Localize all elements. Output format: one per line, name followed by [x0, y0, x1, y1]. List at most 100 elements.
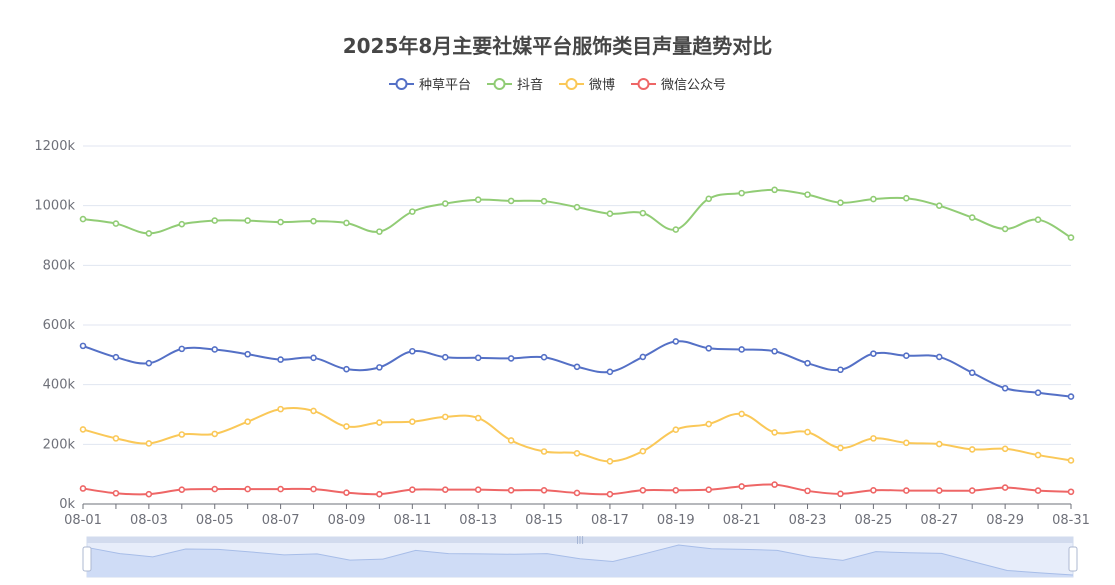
data-point[interactable]: [672, 338, 680, 345]
data-point[interactable]: [1034, 216, 1042, 223]
zoom-move-handle[interactable]: [87, 537, 1073, 543]
data-point[interactable]: [1001, 484, 1009, 491]
data-point[interactable]: [1067, 457, 1075, 464]
data-point[interactable]: [145, 490, 153, 498]
data-point[interactable]: [277, 356, 284, 363]
data-point[interactable]: [804, 487, 811, 495]
data-point[interactable]: [870, 486, 877, 494]
data-point[interactable]: [935, 202, 943, 209]
data-point[interactable]: [804, 191, 811, 198]
data-point[interactable]: [277, 218, 284, 226]
data-point[interactable]: [178, 345, 186, 353]
data-point[interactable]: [507, 355, 515, 362]
data-point[interactable]: [1034, 389, 1042, 397]
data-point[interactable]: [211, 430, 219, 438]
data-point[interactable]: [79, 426, 87, 433]
data-point[interactable]: [1067, 488, 1075, 496]
data-point[interactable]: [79, 485, 87, 492]
legend-item-0[interactable]: 种草平台: [388, 74, 471, 93]
data-point[interactable]: [474, 354, 482, 362]
data-zoom-slider[interactable]: |||: [82, 535, 1078, 578]
data-point[interactable]: [507, 486, 515, 494]
data-point[interactable]: [79, 215, 87, 223]
legend-item-2[interactable]: 微博: [559, 74, 615, 93]
data-point[interactable]: [244, 217, 251, 224]
data-point[interactable]: [211, 485, 219, 493]
data-point[interactable]: [870, 350, 877, 357]
data-point[interactable]: [837, 366, 844, 374]
data-point[interactable]: [1001, 225, 1009, 233]
data-point[interactable]: [705, 486, 713, 493]
data-point[interactable]: [968, 446, 976, 453]
data-point[interactable]: [573, 203, 581, 211]
data-point[interactable]: [310, 217, 317, 225]
data-point[interactable]: [870, 195, 877, 203]
zoom-right-handle[interactable]: [1068, 546, 1078, 572]
data-point[interactable]: [441, 486, 449, 493]
data-point[interactable]: [968, 214, 976, 221]
data-point[interactable]: [507, 197, 515, 205]
data-point[interactable]: [79, 342, 87, 350]
data-point[interactable]: [639, 353, 647, 361]
data-point[interactable]: [738, 346, 745, 353]
data-point[interactable]: [474, 486, 482, 493]
data-point[interactable]: [244, 418, 251, 425]
data-point[interactable]: [178, 431, 186, 438]
data-point[interactable]: [672, 226, 680, 233]
data-point[interactable]: [343, 219, 350, 227]
data-point[interactable]: [409, 347, 416, 355]
data-point[interactable]: [935, 487, 943, 494]
data-point[interactable]: [376, 490, 383, 498]
data-point[interactable]: [639, 486, 647, 494]
data-point[interactable]: [672, 426, 680, 434]
data-point[interactable]: [771, 429, 778, 436]
data-point[interactable]: [277, 485, 284, 493]
data-point[interactable]: [705, 195, 713, 203]
data-point[interactable]: [507, 437, 515, 444]
data-point[interactable]: [540, 197, 548, 205]
data-point[interactable]: [474, 196, 482, 203]
data-point[interactable]: [804, 359, 811, 367]
data-point[interactable]: [244, 350, 251, 358]
data-point[interactable]: [112, 220, 120, 227]
data-point[interactable]: [1067, 393, 1075, 400]
data-point[interactable]: [540, 353, 548, 361]
data-point[interactable]: [606, 458, 614, 465]
data-point[interactable]: [903, 352, 910, 360]
data-point[interactable]: [771, 347, 778, 355]
data-point[interactable]: [441, 413, 449, 421]
data-point[interactable]: [968, 487, 976, 494]
data-point[interactable]: [771, 186, 778, 194]
data-point[interactable]: [870, 435, 877, 442]
data-point[interactable]: [310, 407, 317, 415]
data-point[interactable]: [474, 414, 482, 422]
data-point[interactable]: [705, 344, 713, 352]
data-point[interactable]: [738, 410, 745, 418]
data-point[interactable]: [409, 208, 416, 215]
data-point[interactable]: [343, 423, 350, 430]
data-point[interactable]: [1034, 487, 1042, 494]
data-point[interactable]: [606, 368, 614, 376]
zoom-left-handle[interactable]: [82, 546, 92, 572]
data-point[interactable]: [441, 353, 449, 361]
data-point[interactable]: [343, 365, 350, 373]
data-point[interactable]: [112, 489, 120, 497]
data-point[interactable]: [639, 209, 647, 217]
data-point[interactable]: [112, 435, 120, 442]
data-point[interactable]: [606, 490, 614, 498]
data-point[interactable]: [310, 485, 317, 493]
data-point[interactable]: [178, 486, 186, 493]
data-point[interactable]: [376, 419, 383, 426]
data-point[interactable]: [738, 189, 745, 197]
data-point[interactable]: [837, 490, 844, 498]
data-point[interactable]: [376, 228, 383, 235]
data-point[interactable]: [903, 439, 910, 447]
data-point[interactable]: [903, 194, 910, 202]
data-point[interactable]: [178, 220, 186, 228]
data-point[interactable]: [804, 428, 811, 436]
data-point[interactable]: [606, 210, 614, 218]
data-point[interactable]: [540, 486, 548, 494]
data-point[interactable]: [1034, 451, 1042, 459]
data-point[interactable]: [409, 418, 416, 425]
data-point[interactable]: [145, 359, 153, 367]
